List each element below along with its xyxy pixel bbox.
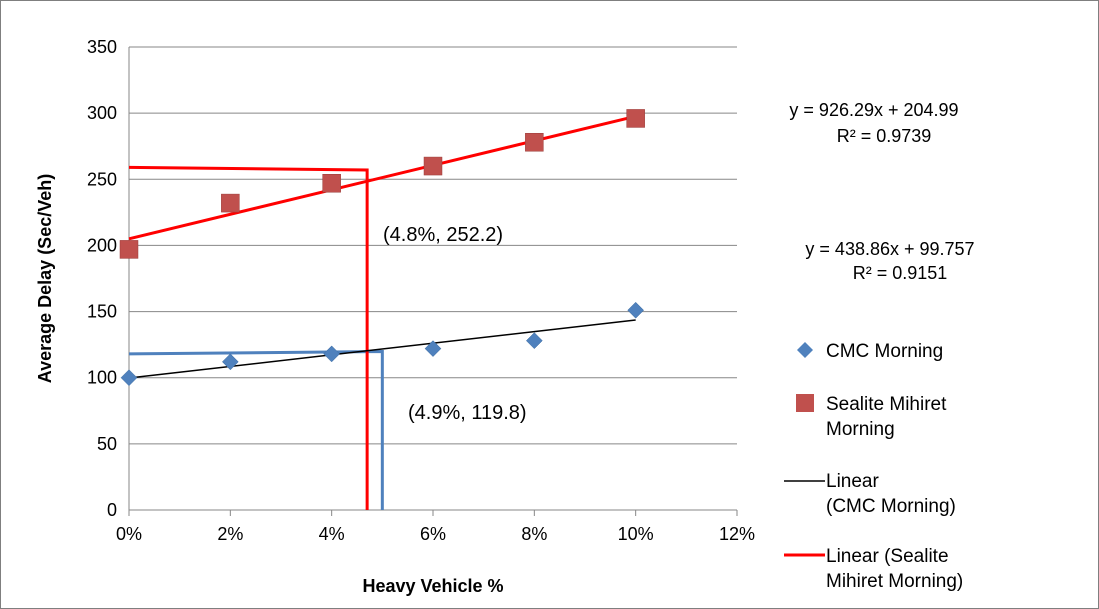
y-tick-label: 100	[87, 368, 117, 388]
reference-line-1	[128, 165, 369, 510]
x-tick-label: 6%	[420, 524, 446, 544]
marker-sealite-4	[525, 132, 544, 152]
legend-label-sealite-trend: Linear (Sealite Mihiret Morning)	[826, 546, 963, 592]
reference-line-0	[128, 350, 384, 510]
legend-label-sealite: Sealite Mihiret Morning	[826, 394, 947, 440]
marker-cmc-3	[424, 340, 442, 357]
legend-label-cmc: CMC Morning	[826, 341, 943, 362]
chart-text: (4.9%, 119.8) (4.8%, 252.2) y = 438.86x + …	[383, 100, 975, 424]
legend: CMC Morning Sealite Mihiret Morning Linear (…	[784, 341, 963, 592]
x-tick-label: 8%	[521, 524, 547, 544]
y-tick-label: 200	[87, 235, 117, 255]
legend-label-sealite-line: Sealite Mihiret	[826, 394, 947, 415]
x-axis-title: Heavy Vehicle %	[362, 576, 503, 596]
marker-cmc-2	[323, 345, 341, 363]
marker-cmc-0	[120, 369, 138, 387]
legend-label-cmc-trend-line: Linear	[826, 471, 879, 492]
y-tick-label: 300	[87, 103, 117, 123]
marker-cmc-1	[221, 353, 239, 371]
marker-cmc-4	[525, 332, 543, 350]
marker-sealite-3	[423, 156, 443, 176]
x-tick-label: 2%	[217, 524, 243, 544]
marker-cmc-5	[627, 301, 645, 319]
legend-label-sealite-trend-line: Linear (Sealite	[826, 546, 949, 567]
y-tick-label: 150	[87, 302, 117, 322]
y-tick-label: 350	[87, 37, 117, 57]
data-markers	[119, 109, 645, 387]
reference-label-1: (4.8%, 252.2)	[383, 224, 503, 246]
marker-sealite-1	[221, 193, 240, 213]
x-tick-label: 10%	[618, 524, 654, 544]
reference-label-0: (4.9%, 119.8)	[408, 402, 527, 424]
legend-label-sealite-trend-line: Mihiret Morning)	[826, 571, 963, 592]
marker-sealite-5	[626, 109, 645, 128]
marker-sealite-0	[119, 240, 139, 259]
trendlines	[128, 114, 637, 379]
reference-lines	[128, 165, 384, 510]
y-tick-label: 0	[107, 500, 117, 520]
legend-label-sealite-line: Morning	[826, 419, 895, 440]
grid-layer	[129, 46, 737, 445]
trendline-1	[128, 114, 637, 241]
legend-label-cmc-trend-line: (CMC Morning)	[826, 496, 956, 517]
trend-equation-0: y = 438.86x + 99.757	[805, 239, 974, 259]
trend-r2-0: R² = 0.9151	[853, 263, 948, 283]
x-tick-label: 4%	[319, 524, 345, 544]
legend-label-cmc-trend: Linear (CMC Morning)	[826, 471, 956, 517]
x-tick-label: 12%	[719, 524, 755, 544]
trend-equation-1: y = 926.29x + 204.99	[789, 100, 958, 120]
legend-marker-sealite	[796, 394, 814, 412]
y-axis-title: Average Delay (Sec/Veh)	[35, 174, 55, 383]
y-tick-label: 250	[87, 169, 117, 189]
y-tick-label: 50	[97, 434, 117, 454]
trendline-0	[128, 319, 636, 379]
axis-layer: 0 50 100 150 200 250 300 350 0% 2% 4% 6% 8% 10% 12% Hea…	[35, 37, 755, 596]
trend-r2-1: R² = 0.9739	[837, 126, 932, 146]
legend-marker-cmc	[797, 342, 813, 358]
marker-sealite-2	[322, 174, 341, 193]
x-tick-label: 0%	[116, 524, 142, 544]
